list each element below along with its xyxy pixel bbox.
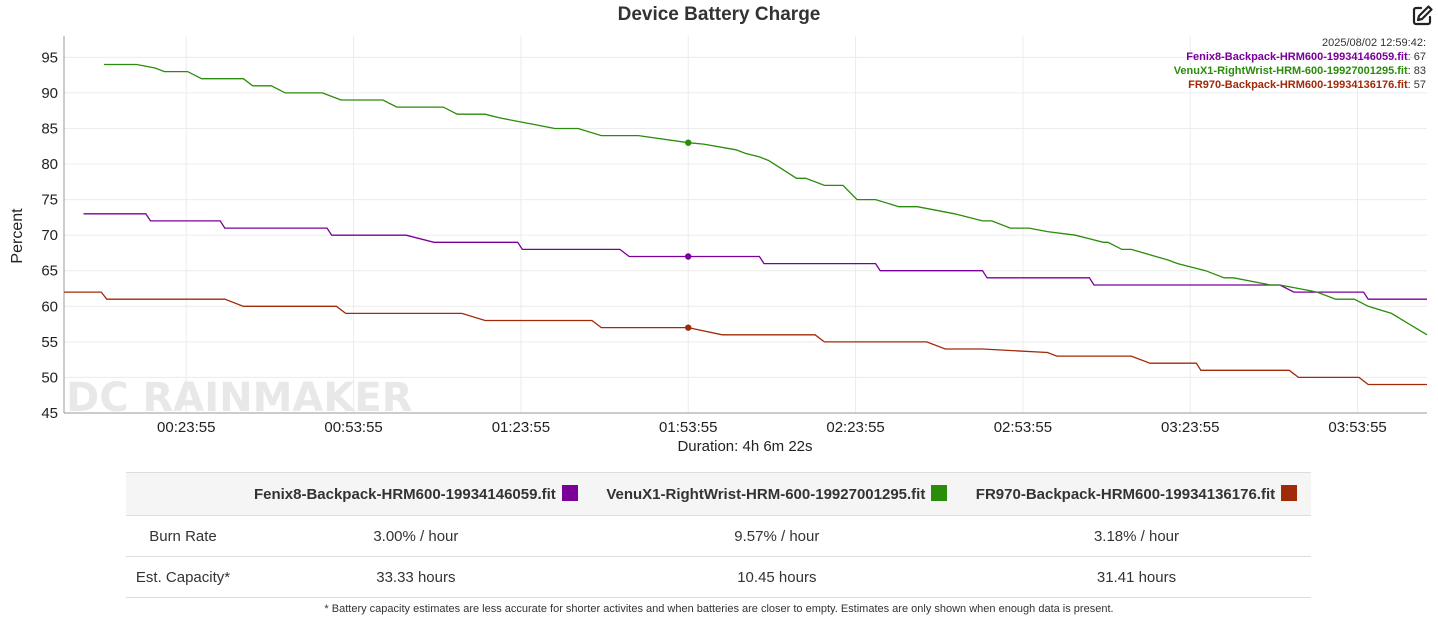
y-tick-label: 45 xyxy=(41,405,58,422)
device-column-header: FR970-Backpack-HRM600-19934136176.fit xyxy=(961,472,1311,516)
x-tick-label: 03:53:55 xyxy=(1328,419,1386,436)
table-cell: 33.33 hours xyxy=(240,556,592,598)
grid-lines xyxy=(64,36,1427,414)
highlight-points xyxy=(685,139,692,331)
y-tick-label: 65 xyxy=(41,263,58,280)
tooltip-row-fr970: FR970-Backpack-HRM600-19934136176.fit: 5… xyxy=(1188,79,1426,91)
x-axis-label: Duration: 4h 6m 22s xyxy=(677,438,812,455)
x-tick-label: 01:23:55 xyxy=(492,419,550,436)
y-tick-label: 70 xyxy=(41,227,58,244)
tooltip-series-value: 83 xyxy=(1413,65,1426,77)
color-swatch xyxy=(1281,485,1298,501)
chart-title: Device Battery Charge xyxy=(617,4,821,25)
series-line-2 xyxy=(64,291,1427,386)
tooltip-series-value: 57 xyxy=(1413,79,1426,91)
table-cell: 10.45 hours xyxy=(591,556,962,598)
x-tick-label: 02:53:55 xyxy=(994,419,1052,436)
table-cell: 3.00% / hour xyxy=(240,515,592,557)
highlight-point xyxy=(685,324,692,331)
device-column-header: Fenix8-Backpack-HRM600-19934146059.fit xyxy=(240,472,592,516)
highlight-point xyxy=(685,139,692,146)
table-row: Burn Rate 3.00% / hour 9.57% / hour 3.18… xyxy=(126,515,1311,557)
battery-chart: DC RAINMAKER 45 50 55 60 65 70 75 80 85 90 95 00:23… xyxy=(9,36,1428,455)
series-line-1 xyxy=(104,63,1428,336)
y-tick-label: 55 xyxy=(41,334,58,351)
tooltip-series-name: Fenix8-Backpack-HRM600-19934146059.fit xyxy=(1186,51,1408,63)
summary-header-row: Fenix8-Backpack-HRM600-19934146059.fit V… xyxy=(126,472,1311,516)
y-tick-label: 60 xyxy=(41,298,58,315)
y-tick-label: 75 xyxy=(41,192,58,209)
y-tick-label: 90 xyxy=(41,85,58,102)
x-tick-label: 03:23:55 xyxy=(1161,419,1219,436)
tooltip-series-name: VenuX1-RightWrist-HRM-600-19927001295.fi… xyxy=(1173,65,1408,77)
row-label: Burn Rate xyxy=(126,515,240,557)
table-cell: 3.18% / hour xyxy=(961,515,1311,557)
highlight-point xyxy=(685,253,692,260)
x-tick-label: 02:23:55 xyxy=(826,419,884,436)
color-swatch xyxy=(561,485,578,501)
x-tick-label: 00:53:55 xyxy=(324,419,382,436)
table-row: Est. Capacity* 33.33 hours 10.45 hours 3… xyxy=(126,556,1311,598)
footnote: * Battery capacity estimates are less ac… xyxy=(324,603,1114,615)
hover-tooltip: 2025/08/02 12:59:42: Fenix8-Backpack-HRM… xyxy=(1174,36,1426,92)
device-column-header: VenuX1-RightWrist-HRM-600-19927001295.fi… xyxy=(591,472,962,516)
battery-summary-table: Fenix8-Backpack-HRM600-19934146059.fit V… xyxy=(126,472,1311,598)
y-tick-label: 85 xyxy=(41,120,58,137)
table-cell: 9.57% / hour xyxy=(591,515,962,557)
tooltip-timestamp: 2025/08/02 12:59:42: xyxy=(1322,37,1426,49)
row-label: Est. Capacity* xyxy=(126,556,240,598)
y-tick-label: 50 xyxy=(41,369,58,386)
table-cell: 31.41 hours xyxy=(961,556,1311,598)
tooltip-row-venux1: VenuX1-RightWrist-HRM-600-19927001295.fi… xyxy=(1173,65,1426,77)
tooltip-series-name: FR970-Backpack-HRM600-19934136176.fit xyxy=(1188,79,1408,91)
x-tick-label: 01:53:55 xyxy=(659,419,717,436)
axes: 45 50 55 60 65 70 75 80 85 90 95 00:23:55 00:53:55 01… xyxy=(41,36,1427,436)
watermark: DC RAINMAKER xyxy=(66,375,412,421)
edit-icon[interactable] xyxy=(1410,4,1434,28)
color-swatch xyxy=(931,485,948,501)
series-lines xyxy=(64,63,1428,386)
y-tick-label: 95 xyxy=(41,49,58,66)
series-line-0 xyxy=(83,213,1427,300)
y-tick-label: 80 xyxy=(41,156,58,173)
x-tick-label: 00:23:55 xyxy=(157,419,215,436)
tooltip-row-fenix8: Fenix8-Backpack-HRM600-19934146059.fit: … xyxy=(1186,51,1426,63)
y-axis-label: Percent xyxy=(9,208,26,264)
tooltip-series-value: 67 xyxy=(1413,51,1426,63)
